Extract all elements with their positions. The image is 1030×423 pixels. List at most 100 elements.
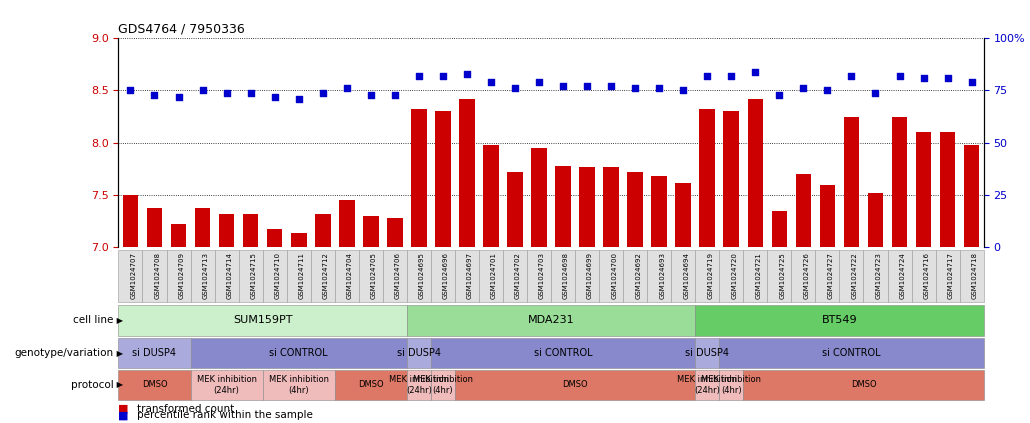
Text: GSM1024711: GSM1024711: [299, 252, 305, 299]
Text: MDA231: MDA231: [527, 316, 575, 325]
Point: [579, 83, 595, 90]
Text: ▶: ▶: [114, 349, 124, 358]
Bar: [290, 233, 307, 247]
Bar: [363, 216, 379, 247]
Text: MEK inhibition
(4hr): MEK inhibition (4hr): [269, 375, 329, 395]
Bar: [892, 117, 907, 247]
Bar: [604, 167, 619, 247]
Text: GSM1024721: GSM1024721: [755, 252, 761, 299]
Text: DMSO: DMSO: [142, 380, 167, 390]
Text: GSM1024708: GSM1024708: [154, 252, 161, 299]
Point: [314, 89, 331, 96]
Point: [386, 91, 403, 98]
Text: MEK inhibition
(24hr): MEK inhibition (24hr): [197, 375, 256, 395]
Bar: [435, 111, 451, 247]
Text: ■: ■: [118, 410, 133, 420]
Bar: [939, 132, 956, 247]
Text: GSM1024702: GSM1024702: [515, 252, 521, 299]
Text: GSM1024694: GSM1024694: [683, 252, 689, 299]
Point: [435, 72, 451, 79]
Text: GSM1024719: GSM1024719: [708, 252, 713, 299]
Bar: [748, 99, 763, 247]
Bar: [820, 185, 835, 247]
Bar: [171, 225, 186, 247]
Bar: [315, 214, 331, 247]
Bar: [867, 193, 884, 247]
Text: GSM1024715: GSM1024715: [250, 252, 256, 299]
Point: [218, 89, 235, 96]
Text: si DUSP4: si DUSP4: [397, 348, 441, 358]
Point: [916, 74, 932, 81]
Text: ▶: ▶: [114, 316, 124, 325]
Text: GSM1024725: GSM1024725: [780, 252, 785, 299]
Text: GSM1024709: GSM1024709: [178, 252, 184, 299]
Text: GDS4764 / 7950336: GDS4764 / 7950336: [118, 23, 245, 36]
Bar: [651, 176, 667, 247]
Point: [195, 87, 211, 94]
Point: [123, 87, 139, 94]
Point: [603, 83, 619, 90]
Text: ■: ■: [118, 404, 133, 414]
Text: GSM1024698: GSM1024698: [563, 252, 569, 299]
Point: [363, 91, 379, 98]
Bar: [459, 99, 475, 247]
Text: GSM1024727: GSM1024727: [827, 252, 833, 299]
Bar: [579, 167, 595, 247]
Text: GSM1024696: GSM1024696: [443, 252, 449, 299]
Bar: [483, 145, 499, 247]
Point: [675, 87, 691, 94]
Bar: [243, 214, 259, 247]
Point: [795, 85, 812, 92]
Text: BT549: BT549: [822, 316, 857, 325]
Text: GSM1024718: GSM1024718: [971, 252, 977, 299]
Bar: [627, 172, 643, 247]
Point: [458, 70, 475, 77]
Point: [747, 68, 763, 75]
Bar: [267, 228, 282, 247]
Bar: [676, 183, 691, 247]
Point: [723, 72, 740, 79]
Text: GSM1024693: GSM1024693: [659, 252, 665, 299]
Bar: [218, 214, 235, 247]
Text: DMSO: DMSO: [358, 380, 383, 390]
Text: GSM1024703: GSM1024703: [539, 252, 545, 299]
Point: [411, 72, 427, 79]
Text: GSM1024692: GSM1024692: [636, 252, 641, 299]
Text: MEK inhibition
(4hr): MEK inhibition (4hr): [701, 375, 761, 395]
Text: MEK inhibition
(24hr): MEK inhibition (24hr): [389, 375, 449, 395]
Bar: [699, 109, 715, 247]
Bar: [411, 109, 426, 247]
Text: GSM1024712: GSM1024712: [322, 252, 329, 299]
Text: SUM159PT: SUM159PT: [233, 316, 293, 325]
Bar: [723, 111, 740, 247]
Point: [290, 96, 307, 102]
Point: [963, 79, 980, 85]
Point: [267, 93, 283, 100]
Point: [627, 85, 644, 92]
Point: [146, 91, 163, 98]
Bar: [387, 218, 403, 247]
Text: GSM1024704: GSM1024704: [347, 252, 352, 299]
Point: [844, 72, 860, 79]
Text: DMSO: DMSO: [562, 380, 588, 390]
Text: si CONTROL: si CONTROL: [822, 348, 881, 358]
Text: GSM1024724: GSM1024724: [899, 252, 905, 299]
Text: transformed count: transformed count: [137, 404, 234, 414]
Point: [530, 79, 547, 85]
Point: [170, 93, 186, 100]
Text: percentile rank within the sample: percentile rank within the sample: [137, 410, 313, 420]
Text: protocol: protocol: [70, 380, 113, 390]
Text: GSM1024716: GSM1024716: [924, 252, 929, 299]
Text: GSM1024706: GSM1024706: [394, 252, 401, 299]
Text: GSM1024707: GSM1024707: [131, 252, 136, 299]
Text: si CONTROL: si CONTROL: [534, 348, 592, 358]
Text: GSM1024701: GSM1024701: [491, 252, 496, 299]
Text: GSM1024713: GSM1024713: [203, 252, 208, 299]
Text: GSM1024726: GSM1024726: [803, 252, 810, 299]
Point: [555, 83, 572, 90]
Bar: [916, 132, 931, 247]
Text: GSM1024714: GSM1024714: [227, 252, 233, 299]
Point: [891, 72, 907, 79]
Point: [507, 85, 523, 92]
Point: [819, 87, 835, 94]
